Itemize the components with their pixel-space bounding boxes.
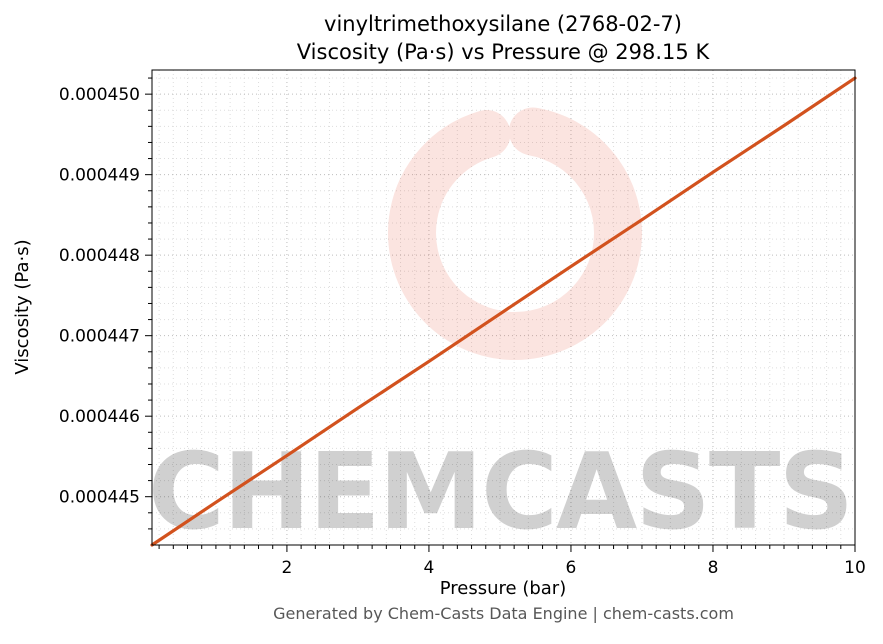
footer-credit: Generated by Chem-Casts Data Engine | ch…: [273, 604, 734, 623]
x-tick-label: 8: [708, 558, 719, 578]
y-tick-label: 0.000447: [59, 327, 140, 347]
x-tick-label: 4: [424, 558, 435, 578]
chart-title-line1: vinyltrimethoxysilane (2768-02-7): [324, 12, 682, 36]
x-tick-label: 10: [844, 558, 866, 578]
x-tick-label: 6: [566, 558, 577, 578]
watermark-ring-logo: [388, 106, 642, 360]
plot-border: [151, 69, 856, 546]
y-tick-label: 0.000446: [59, 407, 140, 427]
series-line: [150, 76, 857, 547]
y-tick-label: 0.000448: [59, 246, 140, 266]
y-tick-label: 0.000445: [59, 488, 140, 508]
chart-title-line2: Viscosity (Pa·s) vs Pressure @ 298.15 K: [297, 40, 711, 64]
watermark: CHEMCASTS: [148, 106, 854, 553]
watermark-text: CHEMCASTS: [148, 431, 852, 553]
y-tick-label: 0.000449: [59, 166, 140, 186]
x-axis-label: Pressure (bar): [440, 578, 566, 599]
x-tick-label: 2: [282, 558, 293, 578]
y-axis-label: Viscosity (Pa·s): [12, 239, 33, 374]
axes: 2 4 6 8 10 0.000445 0.000446 0.000447 0.000448 0.…: [59, 69, 866, 578]
data-series: [150, 76, 857, 547]
y-tick-label: 0.000450: [59, 85, 140, 105]
